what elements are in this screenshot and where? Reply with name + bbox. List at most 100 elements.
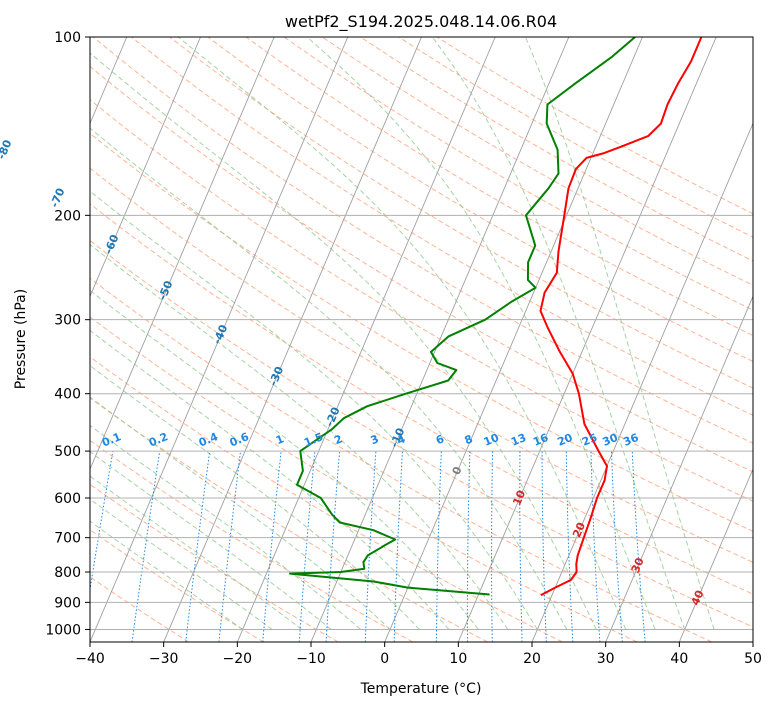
moist-adiabat: [90, 190, 538, 630]
x-tick-label: 50: [744, 651, 762, 667]
x-tick-label: 20: [523, 651, 541, 667]
dry-adiabat: [169, 37, 753, 389]
x-tick-label: 40: [670, 651, 688, 667]
isotherm: [90, 37, 349, 642]
mixing-ratio-line: [491, 451, 494, 642]
mixing-ratio-label: 30: [601, 431, 620, 449]
x-tick-label: −30: [149, 651, 179, 667]
dry-adiabat: [90, 203, 753, 595]
chart-title: wetPf2_S194.2025.048.14.06.R04: [285, 12, 557, 32]
mixing-ratio-line: [435, 451, 442, 642]
mixing-ratio-line: [466, 451, 471, 642]
isotherm: [310, 37, 570, 642]
mixing-ratio-line: [631, 451, 646, 642]
dry-adiabat: [90, 239, 753, 628]
dry-adiabat: [90, 529, 264, 642]
dry-adiabat: [207, 37, 753, 363]
mixing-ratio-label: 13: [509, 431, 528, 449]
x-tick-label: −40: [75, 651, 105, 667]
moist-adiabat: [90, 289, 479, 630]
isotherm: [163, 37, 422, 642]
y-tick-label: 900: [54, 595, 81, 611]
y-axis-label: Pressure (hPa): [13, 289, 29, 389]
mixing-ratio-line: [541, 451, 547, 642]
isotherm-label: 10: [510, 488, 528, 507]
dry-adiabat: [90, 439, 414, 642]
mixing-ratio-line: [519, 451, 523, 642]
dry-adiabat: [90, 356, 563, 642]
mixing-ratio-label: 20: [555, 431, 574, 449]
moist-adiabat: [306, 37, 656, 630]
y-tick-label: 600: [54, 491, 81, 507]
x-axis-label: Temperature (°C): [360, 681, 482, 697]
y-tick-label: 400: [54, 387, 81, 403]
mixing-ratio-label: 25: [580, 431, 599, 449]
mixing-ratio-label: 8: [463, 432, 475, 447]
temperature-line: [539, 37, 703, 596]
dry-adiabat: [90, 98, 753, 502]
moist-adiabat: [90, 396, 391, 630]
mixing-ratio-line: [565, 451, 574, 642]
y-tick-label: 200: [54, 208, 81, 224]
y-tick-label: 700: [54, 531, 81, 547]
y-tick-label: 800: [54, 565, 81, 581]
mixing-ratio-line: [611, 451, 623, 642]
plot-frame: [89, 36, 754, 643]
moist-adiabat: [524, 37, 715, 630]
x-tick-label: −10: [296, 651, 326, 667]
moist-adiabat: [177, 37, 627, 630]
x-axis-ticks: −40 −30 −20 −10 0 10 20 30 40 50: [75, 642, 762, 667]
moist-adiabat: [431, 37, 686, 630]
x-tick-label: 10: [449, 651, 467, 667]
background-lines: [90, 37, 753, 642]
y-tick-label: 1000: [45, 622, 81, 638]
y-axis-ticks: 100 200 300 400 500 600 700 800 900 1000: [45, 30, 90, 638]
dry-adiabat: [90, 167, 753, 563]
mixing-ratio-label: 36: [621, 431, 640, 449]
dry-adiabat: [90, 397, 488, 642]
mixing-ratio-label: 1: [274, 432, 286, 447]
moist-adiabat: [90, 475, 302, 630]
mixing-ratio-label: 3: [369, 432, 381, 447]
mixing-ratio-label: 16: [531, 431, 550, 449]
isotherm: [236, 37, 496, 642]
dry-adiabat: [245, 37, 753, 337]
y-tick-label: 100: [54, 30, 81, 46]
dry-adiabat: [90, 277, 712, 642]
dry-adiabat: [90, 132, 753, 532]
moist-adiabat: [90, 498, 273, 630]
isotherm-label: 40: [689, 588, 707, 607]
moist-adiabat: [90, 364, 420, 630]
moist-adiabat: [90, 520, 243, 630]
isotherm: [90, 37, 275, 471]
mixing-ratio-label: 2: [332, 432, 344, 447]
isotherm: [678, 467, 753, 642]
y-tick-label: 300: [54, 313, 81, 329]
isotherm: [384, 37, 643, 642]
isotherm: [605, 295, 753, 642]
mixing-ratio-line: [218, 451, 241, 642]
x-tick-label: 30: [597, 651, 615, 667]
dewpoint-line: [289, 37, 636, 596]
pressure-grid: [90, 37, 753, 630]
mixing-ratio-line: [393, 451, 403, 642]
isotherm: [457, 37, 717, 642]
isotherm-label: 30: [629, 555, 647, 574]
isotherm-label: 20: [570, 520, 588, 539]
moist-adiabat: [90, 127, 568, 630]
moist-adiabat: [90, 424, 361, 630]
moist-adiabat: [90, 451, 332, 630]
dry-adiabat: [131, 37, 753, 416]
isotherm: [90, 37, 201, 298]
isotherm: [531, 122, 753, 642]
sounding-profiles: [289, 37, 703, 596]
moist-adiabat: [90, 52, 597, 630]
y-tick-label: 500: [54, 444, 81, 460]
x-tick-label: −20: [223, 651, 253, 667]
mixing-ratio-line: [590, 451, 601, 642]
x-tick-label: 0: [380, 651, 389, 667]
mixing-ratio-label: 10: [482, 431, 501, 449]
moist-adiabat: [90, 243, 509, 630]
mixing-ratio-line: [364, 451, 377, 642]
